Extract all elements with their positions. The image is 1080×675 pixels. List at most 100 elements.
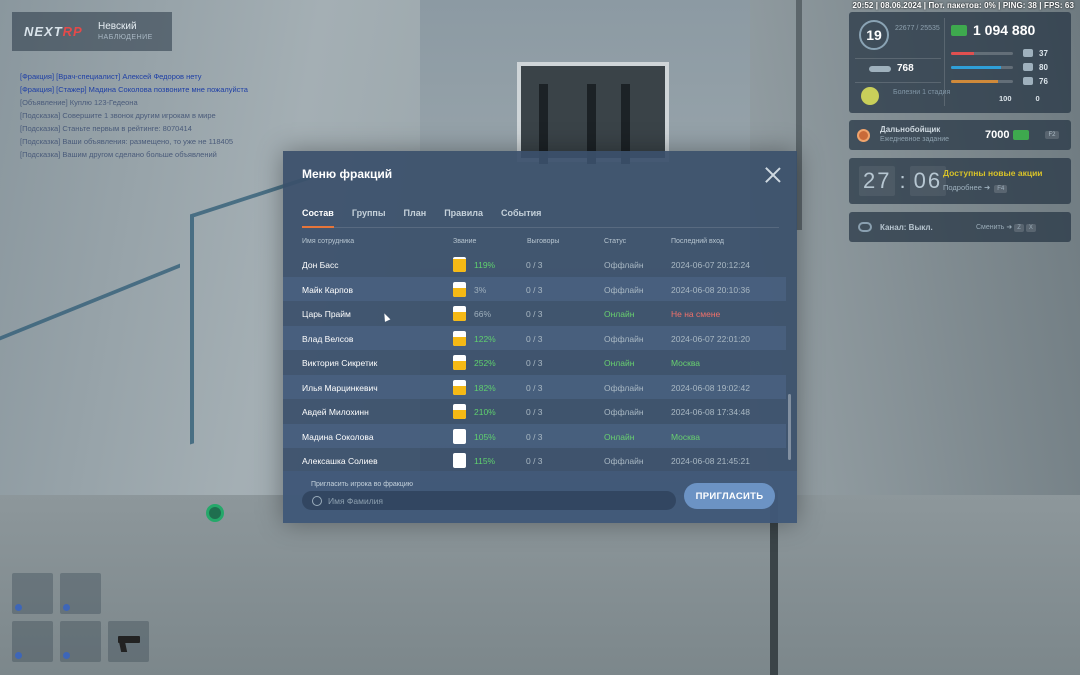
rank-icon bbox=[453, 257, 466, 272]
invite-section: Пригласить игрока во фракцию ПРИГЛАСИТЬ bbox=[283, 471, 797, 523]
weapon-slot[interactable] bbox=[12, 621, 53, 662]
member-rank: 66% bbox=[474, 309, 492, 319]
weapon-slot[interactable] bbox=[12, 573, 53, 614]
brand-logo: NEXTRP bbox=[24, 24, 83, 39]
faction-tabs: Состав Группы План Правила События bbox=[302, 208, 779, 228]
scene-pole-upper bbox=[796, 0, 802, 230]
member-status: Оффлайн bbox=[604, 456, 644, 466]
member-warnings: 0 / 3 bbox=[526, 358, 543, 368]
table-row[interactable]: Авдей Милохинн 210% 0 / 3 Оффлайн 2024-06-08… bbox=[283, 399, 786, 424]
vital-bars: 37 80 76 bbox=[951, 46, 1063, 88]
member-status: Оффлайн bbox=[604, 382, 644, 393]
member-last-login: 2024-06-08 19:02:42 bbox=[671, 382, 750, 393]
user-icon bbox=[312, 495, 322, 506]
chat-line: [Объявление] Куплю 123-Гедеона bbox=[20, 98, 138, 107]
channel-switch-hint: Сменить ➜ Z X bbox=[976, 223, 1036, 232]
chat-log: [Фракция] [Врач-специалист] Алексей Федо… bbox=[20, 70, 265, 161]
members-table: Дон Басс 119% 0 / 3 Оффлайн 2024-06-07 20:12… bbox=[283, 252, 786, 472]
health-bar: 37 bbox=[951, 46, 1063, 60]
table-row[interactable]: Влад Велсов 122% 0 / 3 Оффлайн 2024-06-07 22… bbox=[283, 325, 786, 350]
table-row[interactable]: Илья Марцинкевич 182% 0 / 3 Оффлайн 2024-06-… bbox=[283, 374, 786, 399]
table-row[interactable]: Виктория Сикретик 252% 0 / 3 Онлайн Москва bbox=[283, 350, 786, 375]
tab-plan[interactable]: План bbox=[403, 208, 427, 218]
promo-panel[interactable]: 27:06 Доступны новые акции Подробнее ➜ F4 bbox=[849, 158, 1071, 204]
table-row[interactable]: Царь Прайм 66% 0 / 3 Онлайн Не на смене bbox=[283, 301, 786, 326]
chat-line: [Фракция] [Стажер] Мадина Соколова позво… bbox=[20, 85, 248, 94]
scene-pole bbox=[770, 490, 778, 675]
health-condition: Болезни 1 стадия bbox=[893, 89, 951, 96]
rank-icon bbox=[453, 306, 466, 321]
member-status: Оффлайн bbox=[604, 407, 644, 417]
table-row[interactable]: Дон Басс 119% 0 / 3 Оффлайн 2024-06-07 20:12… bbox=[283, 252, 786, 277]
member-warnings: 0 / 3 bbox=[526, 309, 543, 319]
tab-members[interactable]: Состав bbox=[302, 208, 334, 228]
scene-door bbox=[517, 62, 669, 164]
rank-icon bbox=[453, 453, 466, 468]
chat-line: [Подсказка] Совершите 1 звонок другим иг… bbox=[20, 111, 216, 120]
member-status: Оффлайн bbox=[604, 333, 644, 344]
table-scrollbar[interactable] bbox=[788, 394, 791, 460]
member-last-login: 2024-06-07 22:01:20 bbox=[671, 333, 750, 344]
invite-label: Пригласить игрока во фракцию bbox=[311, 481, 413, 488]
radio-channel-panel[interactable]: Канал: Выкл. Сменить ➜ Z X bbox=[849, 212, 1071, 242]
weapon-slot[interactable] bbox=[60, 573, 101, 614]
pistol-slot[interactable] bbox=[108, 621, 149, 662]
task-icon bbox=[857, 128, 870, 142]
column-header-warnings: Выговоры bbox=[527, 238, 560, 245]
member-last-login: 2024-06-08 17:34:48 bbox=[671, 407, 750, 417]
table-row[interactable]: Мадина Соколова 105% 0 / 3 Онлайн Москва bbox=[283, 423, 786, 448]
chat-line: [Фракция] [Врач-специалист] Алексей Федо… bbox=[20, 72, 202, 81]
heart-icon bbox=[1023, 49, 1033, 57]
invite-button[interactable]: ПРИГЛАСИТЬ bbox=[684, 483, 775, 509]
member-rank: 3% bbox=[474, 284, 487, 295]
food-icon bbox=[1023, 77, 1033, 85]
money-display: 1 094 880 bbox=[951, 22, 1035, 38]
member-name: Илья Марцинкевич bbox=[302, 382, 378, 393]
extra-stats: 100 0 bbox=[999, 94, 1040, 103]
exp-counter: 22677 / 25535 bbox=[895, 25, 940, 32]
member-name: Царь Прайм bbox=[302, 309, 351, 319]
table-row[interactable]: Майк Карпов 3% 0 / 3 Оффлайн 2024-06-08 20:1… bbox=[283, 276, 786, 301]
channel-status: Канал: Выкл. bbox=[880, 222, 933, 232]
chat-line: [Подсказка] Станьте первым в рейтинге: 8… bbox=[20, 124, 192, 133]
tab-groups[interactable]: Группы bbox=[351, 208, 386, 218]
invite-name-input[interactable] bbox=[328, 495, 658, 506]
armor-icon bbox=[1023, 63, 1033, 71]
server-logo: NEXTRP Невский НАБЛЮДЕНИЕ bbox=[12, 12, 172, 51]
invite-field[interactable] bbox=[302, 491, 676, 510]
cash-icon bbox=[951, 24, 967, 36]
member-warnings: 0 / 3 bbox=[526, 333, 543, 344]
member-name: Влад Велсов bbox=[302, 333, 354, 344]
rank-icon bbox=[453, 404, 466, 419]
member-warnings: 0 / 3 bbox=[526, 382, 543, 393]
member-rank: 122% bbox=[474, 333, 496, 344]
column-header-name: Имя сотрудника bbox=[302, 238, 355, 245]
promo-title: Доступны новые акции bbox=[943, 168, 1043, 178]
member-warnings: 0 / 3 bbox=[526, 431, 543, 442]
members-table-header: Имя сотрудника Звание Выговоры Статус По… bbox=[302, 238, 779, 250]
member-last-login: 2024-06-07 20:12:24 bbox=[671, 260, 750, 270]
tab-rules[interactable]: Правила bbox=[444, 208, 483, 218]
close-icon[interactable] bbox=[764, 166, 782, 184]
member-name: Алексашка Солиев bbox=[302, 456, 378, 466]
member-rank: 115% bbox=[474, 456, 496, 466]
member-last-login: 2024-06-08 20:10:36 bbox=[671, 284, 750, 295]
promo-more-link[interactable]: Подробнее ➜ F4 bbox=[943, 183, 1008, 193]
member-name: Дон Басс bbox=[302, 260, 339, 270]
member-rank: 210% bbox=[474, 407, 496, 417]
task-hotkey: F2 bbox=[1045, 131, 1059, 139]
task-title: Дальнобойщик bbox=[880, 125, 941, 134]
table-row[interactable]: Алексашка Солиев 115% 0 / 3 Оффлайн 2024-06-… bbox=[283, 448, 786, 472]
chat-line: [Подсказка] Вашим другом сделано больше … bbox=[20, 150, 217, 159]
member-name: Мадина Соколова bbox=[302, 431, 374, 442]
weapon-slot[interactable] bbox=[60, 621, 101, 662]
radio-icon bbox=[858, 222, 872, 232]
server-name: Невский НАБЛЮДЕНИЕ bbox=[98, 20, 153, 41]
daily-task-panel[interactable]: Дальнобойщик Ежедневное задание 7000 F2 bbox=[849, 120, 1071, 150]
member-warnings: 0 / 3 bbox=[526, 456, 543, 466]
member-name: Авдей Милохинн bbox=[302, 407, 369, 417]
tab-events[interactable]: События bbox=[500, 208, 542, 218]
member-status: Оффлайн bbox=[604, 284, 644, 295]
chat-line: [Подсказка] Ваши объявления: размещено, … bbox=[20, 137, 234, 146]
cash-icon bbox=[1013, 130, 1030, 140]
